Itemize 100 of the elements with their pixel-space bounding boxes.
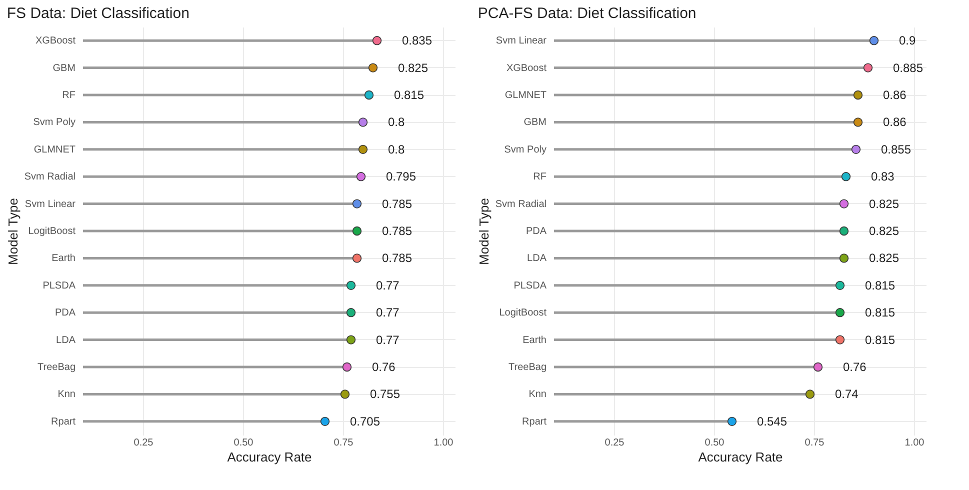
point bbox=[352, 254, 362, 263]
y-tick-label: GBM bbox=[524, 117, 546, 128]
point bbox=[813, 362, 823, 372]
y-tick-label: RF bbox=[62, 90, 76, 101]
point bbox=[342, 362, 352, 372]
data-label: 0.9 bbox=[899, 34, 916, 48]
y-tick-label: Svm Radial bbox=[495, 198, 546, 210]
y-tick-label: Earth bbox=[52, 253, 76, 264]
y-tick-label: LDA bbox=[527, 253, 547, 264]
data-label: 0.76 bbox=[843, 360, 867, 374]
y-tick-label: PDA bbox=[526, 226, 547, 237]
data-label: 0.755 bbox=[370, 387, 400, 402]
data-label: 0.83 bbox=[871, 170, 895, 184]
point bbox=[853, 90, 863, 100]
data-label: 0.785 bbox=[382, 251, 412, 266]
x-tick-label: 0.75 bbox=[804, 438, 825, 448]
data-label: 0.8 bbox=[388, 115, 406, 130]
point bbox=[358, 144, 368, 154]
point bbox=[863, 63, 873, 72]
point bbox=[346, 308, 356, 318]
data-label: 0.77 bbox=[376, 278, 400, 292]
x-tick-label: 0.25 bbox=[604, 438, 625, 448]
data-label: 0.705 bbox=[350, 414, 380, 428]
y-tick-label: RF bbox=[533, 172, 546, 183]
y-tick-label: Svm Radial bbox=[24, 172, 76, 183]
data-label: 0.825 bbox=[869, 224, 900, 238]
point bbox=[835, 335, 845, 344]
y-tick-label: PLSDA bbox=[42, 280, 76, 292]
point bbox=[841, 172, 851, 182]
data-label: 0.825 bbox=[869, 196, 900, 211]
point bbox=[727, 416, 737, 426]
point bbox=[839, 254, 849, 263]
y-tick-label: TreeBag bbox=[508, 362, 546, 373]
x-tick-label: 0.50 bbox=[234, 438, 254, 448]
y-tick-label: LogitBoost bbox=[28, 226, 76, 237]
y-axis-title: Model Type bbox=[5, 198, 20, 265]
data-label: 0.855 bbox=[881, 142, 912, 156]
y-tick-label: Knn bbox=[528, 389, 546, 400]
point bbox=[340, 390, 350, 399]
y-tick-label: Svm Linear bbox=[24, 198, 76, 210]
data-label: 0.815 bbox=[394, 88, 424, 102]
data-label: 0.77 bbox=[376, 306, 400, 320]
y-tick-label: Rpart bbox=[522, 416, 547, 428]
y-tick-label: PDA bbox=[54, 308, 76, 319]
point bbox=[372, 36, 382, 46]
chart-title: PCA-FS Data: Diet Classification bbox=[478, 5, 696, 22]
data-label: 0.795 bbox=[386, 170, 416, 184]
point bbox=[320, 416, 330, 426]
y-tick-label: LDA bbox=[56, 334, 76, 346]
point bbox=[869, 36, 879, 46]
data-label: 0.74 bbox=[835, 387, 859, 402]
point bbox=[839, 226, 849, 236]
x-tick-label: 0.75 bbox=[334, 438, 354, 448]
point bbox=[835, 280, 845, 290]
point bbox=[364, 90, 374, 100]
y-tick-label: GLMNET bbox=[504, 90, 546, 101]
data-label: 0.86 bbox=[883, 115, 907, 130]
point bbox=[346, 280, 356, 290]
y-tick-label: XGBoost bbox=[35, 36, 76, 47]
x-tick-label: 0.50 bbox=[704, 438, 725, 448]
y-tick-label: Svm Linear bbox=[496, 36, 548, 47]
point bbox=[805, 390, 815, 399]
y-tick-label: XGBoost bbox=[506, 62, 547, 74]
point bbox=[835, 308, 845, 318]
data-label: 0.885 bbox=[893, 60, 924, 75]
y-tick-label: PLSDA bbox=[514, 280, 547, 292]
y-tick-label: Earth bbox=[522, 334, 546, 346]
point bbox=[839, 199, 849, 208]
y-tick-label: Svm Poly bbox=[504, 144, 546, 156]
data-label: 0.815 bbox=[865, 278, 896, 292]
data-label: 0.8 bbox=[388, 142, 406, 156]
point bbox=[352, 226, 362, 236]
y-tick-label: Svm Poly bbox=[33, 117, 76, 128]
y-tick-label: GBM bbox=[52, 62, 76, 74]
point bbox=[368, 63, 378, 72]
data-label: 0.86 bbox=[883, 88, 907, 102]
data-label: 0.77 bbox=[376, 332, 400, 347]
data-label: 0.785 bbox=[382, 196, 412, 211]
point bbox=[853, 118, 863, 127]
x-axis-title: Accuracy Rate bbox=[227, 450, 312, 464]
data-label: 0.815 bbox=[865, 332, 896, 347]
data-label: 0.785 bbox=[382, 224, 412, 238]
data-label: 0.825 bbox=[398, 60, 428, 75]
y-tick-label: LogitBoost bbox=[499, 308, 547, 319]
point bbox=[356, 172, 366, 182]
x-tick-label: 0.25 bbox=[134, 438, 154, 448]
point bbox=[346, 335, 356, 344]
data-label: 0.76 bbox=[372, 360, 396, 374]
y-tick-label: GLMNET bbox=[34, 144, 76, 156]
point bbox=[851, 144, 861, 154]
x-tick-label: 1.00 bbox=[434, 438, 454, 448]
y-tick-label: Knn bbox=[58, 389, 76, 400]
data-label: 0.815 bbox=[865, 306, 896, 320]
x-axis-title: Accuracy Rate bbox=[698, 450, 783, 464]
point bbox=[358, 118, 368, 127]
y-tick-label: Rpart bbox=[51, 416, 76, 428]
data-label: 0.835 bbox=[402, 34, 432, 48]
y-axis-title: Model Type bbox=[476, 198, 492, 265]
point bbox=[352, 199, 362, 208]
y-tick-label: TreeBag bbox=[38, 362, 76, 373]
